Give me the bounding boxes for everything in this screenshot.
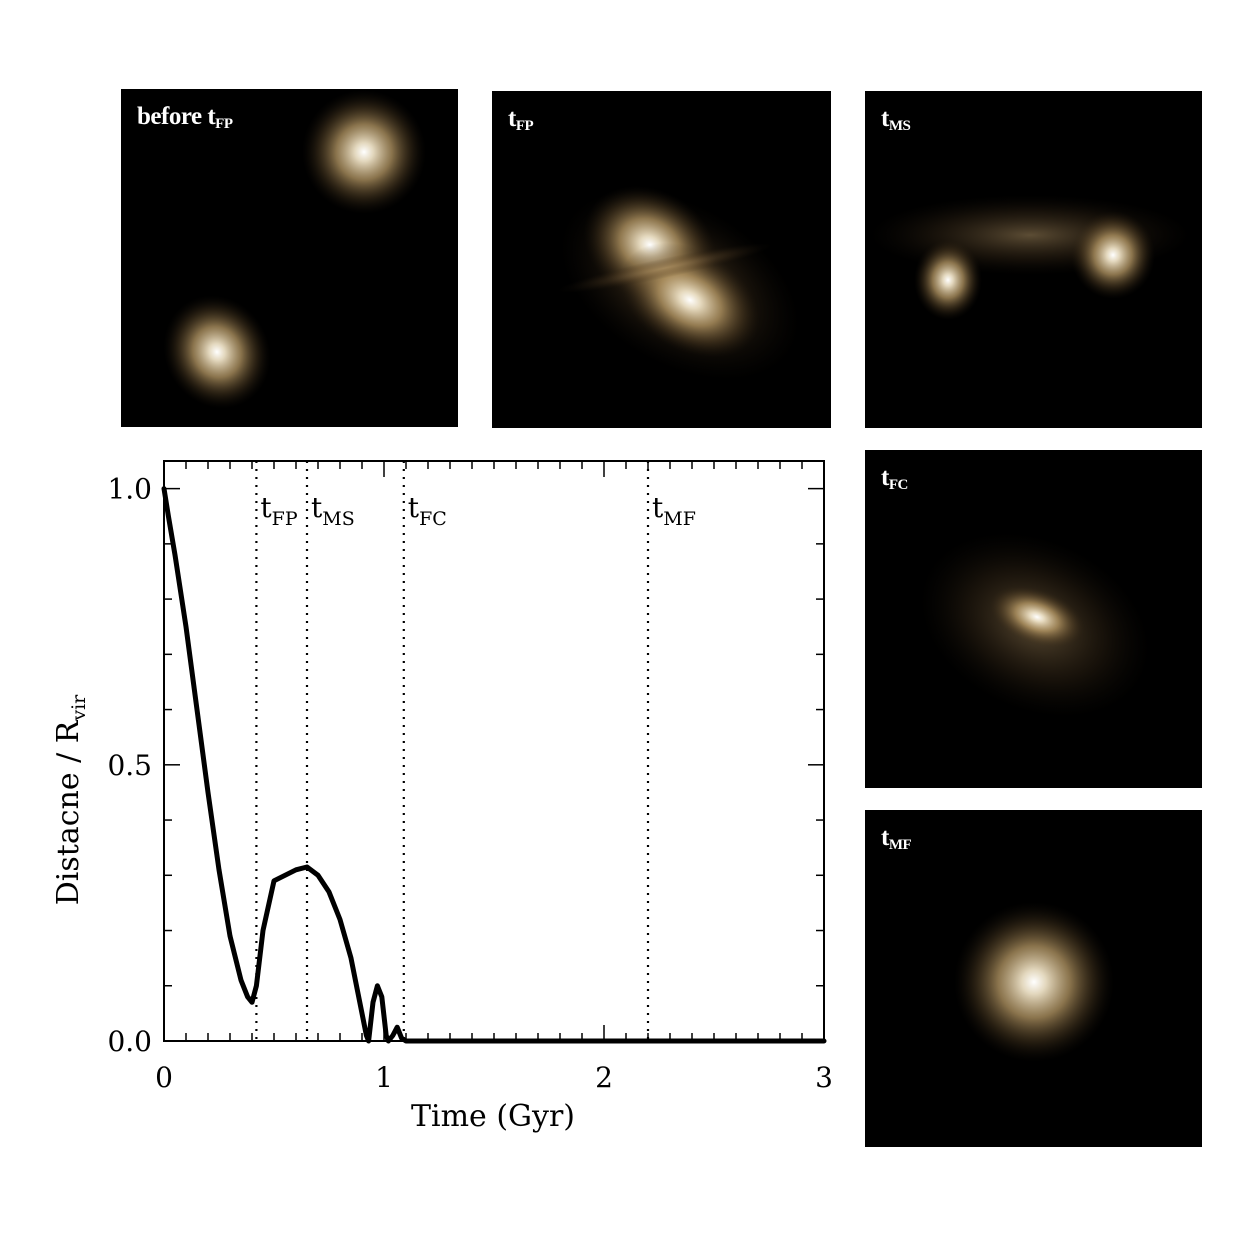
- x-tick-label: 3: [815, 1061, 833, 1094]
- event-marker-label: tFC: [408, 491, 447, 530]
- x-tick-label: 2: [595, 1061, 613, 1094]
- x-axis-label: Time (Gyr): [411, 1099, 575, 1134]
- galaxy-upper-glow: [316, 89, 416, 179]
- panel-tmf: tMF: [865, 810, 1202, 1147]
- y-tick-label: 0.5: [107, 749, 152, 782]
- plot-frame: [163, 460, 825, 1042]
- panel-tms: tMS: [865, 91, 1202, 428]
- event-marker-label: tFP: [260, 491, 297, 530]
- y-axis-label: Distacne / Rvir: [51, 694, 90, 905]
- panel-label-tmf: tMF: [881, 824, 912, 853]
- y-tick-label: 0.0: [107, 1025, 152, 1058]
- panel-tfc: tFC: [865, 450, 1202, 788]
- event-marker-label: tMF: [652, 491, 696, 530]
- panel-tfp: tFP: [492, 91, 831, 428]
- plot-layer: 0 1 2 3 0.0 0.5 1.0 tFP tMS tFC tMF: [107, 460, 833, 1094]
- panel-before-tfp: before tFP: [121, 89, 458, 427]
- y-tick-label: 1.0: [107, 473, 152, 506]
- distance-curve: [161, 486, 827, 1044]
- panel-label-tfc: tFC: [881, 464, 908, 493]
- x-tick-label: 0: [155, 1061, 173, 1094]
- x-tick-label: 1: [375, 1061, 393, 1094]
- panel-label-tfp: tFP: [508, 105, 534, 134]
- panel-label-tms: tMS: [881, 105, 911, 134]
- distance-chart: 0 1 2 3 0.0 0.5 1.0 tFP tMS tFC tMF Time (Gyr) Dis…: [51, 460, 833, 1134]
- event-marker-label: tMS: [311, 491, 355, 530]
- panel-label-before-tfp: before tFP: [137, 103, 233, 132]
